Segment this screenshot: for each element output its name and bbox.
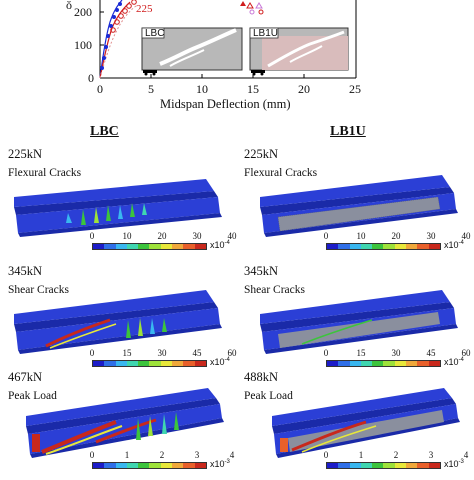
panel-lbc-225: 225kN Flexural Cracks 0 10 20 30 40 x10-… [6,145,237,255]
y-tick-100: 100 [74,38,92,52]
scale-unit: x10-4 [444,357,464,367]
beam-lbc-467 [26,388,224,458]
x-tick-15: 15 [247,82,259,96]
color-scale: 0 1 2 3 4 x10-3 [89,450,235,469]
column-header-lb1u: LB1U [330,124,366,139]
description-label: Flexural Cracks [244,167,318,179]
description-label: Shear Cracks [244,284,305,296]
marker-label: 225 [136,3,153,15]
panel-lbc-345: 345kN Shear Cracks 0 15 30 45 60 x10-4 [6,262,237,372]
description-label: Flexural Cracks [8,167,82,179]
scale-unit: x10-4 [444,240,464,250]
right-markers [240,1,264,15]
inset-label-lb1u: LB1U [253,28,279,39]
panel-lb1u-225: 225kN Flexural Cracks 0 10 20 30 40 x10-… [242,145,472,255]
panel-lb1u-488: 488kN Peak Load 0 1 2 3 4 x10-3 [242,368,472,478]
scale-unit: x10-4 [210,357,230,367]
scale-bar [326,360,441,367]
inset-label-lbc: LBC [145,28,165,39]
plot-svg [99,0,357,79]
beam-lb1u-345 [260,290,458,354]
beam-lbc-225 [14,179,222,237]
scale-bar [92,360,207,367]
x-tick-0: 0 [97,82,103,96]
color-scale: 0 10 20 30 40 x10-4 [89,231,237,250]
color-scale: 0 15 30 45 60 x10-4 [323,348,471,367]
lb1u-markers [110,0,137,33]
load-label: 225kN [244,147,279,161]
load-label: 488kN [244,370,279,384]
beam-lb1u-488 [272,388,460,458]
color-scale: 0 15 30 45 60 x10-4 [89,348,237,367]
load-label: 467kN [8,370,43,384]
x-tick-20: 20 [298,82,310,96]
beam-lbc-345 [14,290,222,354]
load-label: 225kN [8,147,43,161]
load-deflection-plot: ŏ 200 100 0 0 5 10 15 20 25 Midspan Defl… [0,0,474,125]
color-scale: 0 10 20 30 40 x10-4 [323,231,471,250]
load-label: 345kN [244,264,279,278]
x-tick-25: 25 [349,82,361,96]
beam-lb1u-225 [260,175,458,237]
scale-bar [92,243,207,250]
description-label: Peak Load [244,390,293,402]
inset-lbc [141,27,243,76]
scale-unit: x10-3 [210,459,230,469]
x-tick-5: 5 [148,82,154,96]
scale-bar [326,243,441,250]
panel-lbc-467: 467kN Peak Load 0 1 2 3 4 x10-3 [6,368,236,478]
column-header-lbc: LBC [90,124,119,139]
lbc-markers [100,2,122,70]
y-axis-label-fragment: ŏ [66,0,72,12]
description-label: Peak Load [8,390,57,402]
inset-lb1u [249,27,349,76]
description-label: Shear Cracks [8,284,69,296]
scale-bar [92,462,207,469]
scale-unit: x10-4 [210,240,230,250]
load-label: 345kN [8,264,43,278]
x-tick-10: 10 [196,82,208,96]
y-tick-0: 0 [88,71,94,85]
y-tick-200: 200 [74,5,92,19]
color-scale: 0 1 2 3 4 x10-3 [323,450,469,469]
panel-lb1u-345: 345kN Shear Cracks 0 15 30 45 60 x10-4 [242,262,472,372]
x-axis-label: Midspan Deflection (mm) [160,97,291,111]
scale-bar [326,462,441,469]
scale-unit: x10-3 [444,459,464,469]
